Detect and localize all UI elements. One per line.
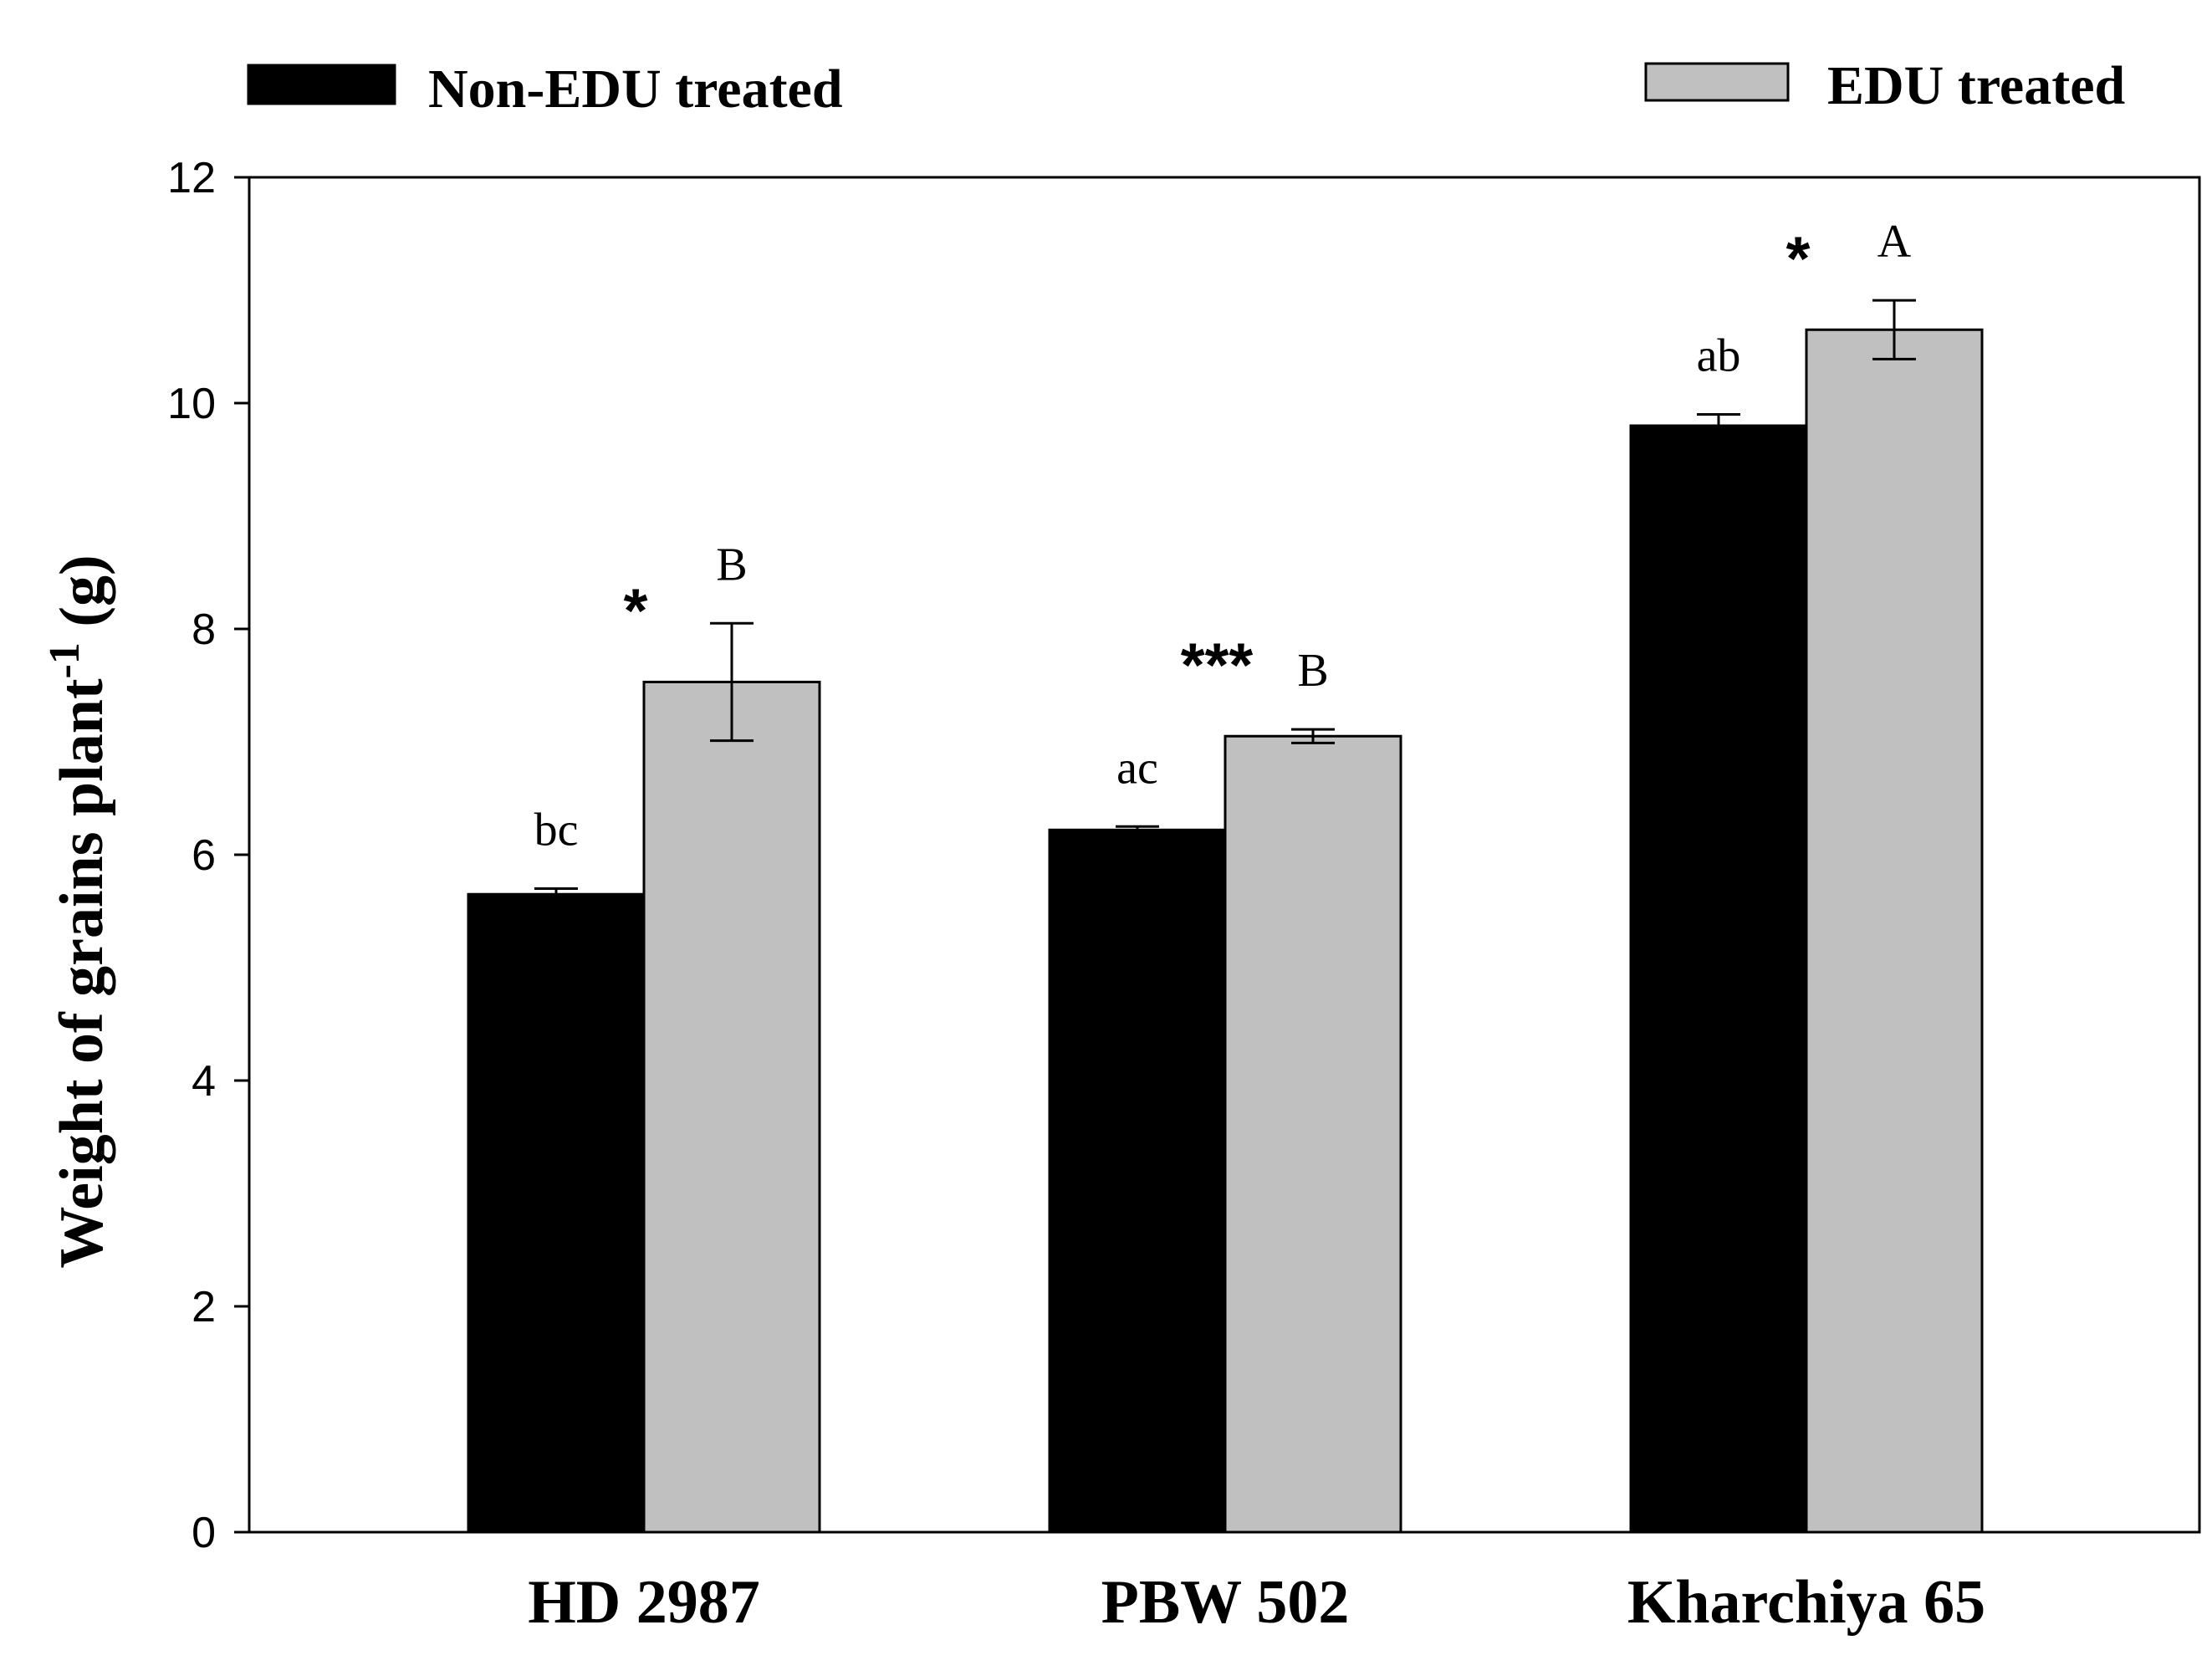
data-label: B — [1297, 645, 1328, 697]
y-axis-title-unit: (g) — [48, 554, 116, 642]
bar — [467, 892, 646, 1534]
y-tick-label: 6 — [192, 831, 216, 880]
y-tick-label: 0 — [192, 1509, 216, 1557]
significance-label: * — [1786, 224, 1811, 294]
plot-area: 0 2 4 6 8 10 12 HD 2987 bc B * PBW 502 ac B *** Kharchi… — [167, 154, 2201, 1637]
bar — [1805, 328, 1984, 1534]
y-tick-label: 12 — [167, 154, 216, 202]
legend: Non-EDU treated EDU treated — [247, 55, 2125, 120]
legend-label-edu: EDU treated — [1827, 55, 2125, 116]
legend-swatch-non-edu — [247, 64, 396, 105]
legend-swatch-edu — [1644, 62, 1790, 102]
y-tick-label: 8 — [192, 606, 216, 654]
data-label: ac — [1116, 742, 1158, 794]
bar — [642, 680, 821, 1534]
data-label: bc — [534, 805, 579, 856]
significance-label: * — [624, 576, 648, 646]
x-category-label: HD 2987 — [528, 1568, 760, 1637]
legend-label-non-edu: Non-EDU treated — [428, 59, 843, 120]
bar — [1048, 828, 1227, 1534]
y-tick-label: 2 — [192, 1283, 216, 1331]
y-axis-title: Weight of grains plant-1 (g) — [41, 554, 117, 1268]
y-tick-label: 10 — [167, 380, 216, 428]
x-category-label: PBW 502 — [1101, 1568, 1350, 1637]
bar — [1629, 424, 1808, 1534]
y-axis-title-main: Weight of grains plant — [48, 678, 116, 1268]
bar — [1223, 734, 1402, 1534]
x-category-label: Kharchiya 65 — [1627, 1568, 1985, 1637]
y-tick-label: 4 — [192, 1057, 216, 1106]
data-label: A — [1877, 216, 1912, 268]
data-label: ab — [1697, 330, 1741, 382]
y-axis-title-sup: -1 — [41, 642, 89, 678]
data-label: B — [716, 539, 747, 590]
significance-label: *** — [1181, 631, 1254, 700]
